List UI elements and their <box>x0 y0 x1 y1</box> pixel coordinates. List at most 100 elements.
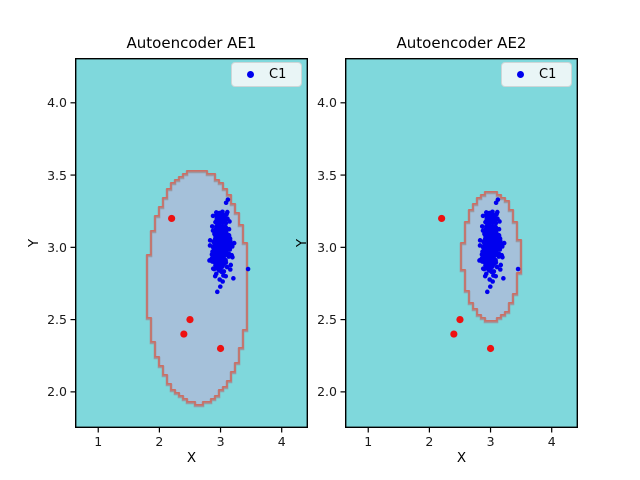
data-point-c1 <box>493 257 498 263</box>
data-point-c1 <box>222 217 228 223</box>
data-point-c1 <box>213 245 219 251</box>
data-point-c1 <box>494 264 500 270</box>
data-point-c1 <box>483 220 489 225</box>
data-point-c1 <box>482 241 488 246</box>
x-tick-label: 1 <box>94 434 103 449</box>
data-point-c1 <box>483 210 489 215</box>
data-point-c1 <box>212 241 218 246</box>
data-point-c1 <box>207 238 213 243</box>
data-point-c1 <box>209 224 215 229</box>
data-point-c1 <box>218 266 224 271</box>
data-point-outlier <box>456 316 464 324</box>
data-point-c1 <box>213 271 219 277</box>
data-point-c1 <box>213 251 219 257</box>
data-point-c1 <box>213 220 219 225</box>
x-tick-label: 3 <box>486 434 495 449</box>
data-point-outlier <box>180 330 188 338</box>
data-point-c1 <box>489 261 495 267</box>
data-point-c1 <box>498 267 503 272</box>
data-point-c1 <box>477 238 483 243</box>
data-point-c1 <box>483 251 489 257</box>
data-point-c1 <box>490 252 496 258</box>
data-point-c1 <box>480 228 486 233</box>
data-point-c1 <box>483 271 489 277</box>
data-point-c1 <box>487 246 493 251</box>
y-tick-label: 2.0 <box>47 384 67 400</box>
x-tick-label: 3 <box>216 434 225 449</box>
legend: C1 <box>501 62 572 87</box>
data-point-c1 <box>501 276 506 281</box>
x-tick-label: 1 <box>364 434 373 449</box>
data-point-c1 <box>224 264 230 270</box>
data-point-c1 <box>210 228 216 233</box>
data-point-c1 <box>493 273 499 279</box>
data-point-c1 <box>487 277 492 282</box>
data-point-c1 <box>492 244 498 250</box>
data-point-c1 <box>221 269 227 274</box>
data-point-outlier <box>216 344 225 353</box>
legend-label: C1 <box>269 67 287 82</box>
y-tick-label: 4.0 <box>47 95 67 111</box>
y-tick-label: 2.5 <box>317 312 337 328</box>
x-tick-label: 2 <box>425 434 434 449</box>
data-point-c1 <box>492 217 498 223</box>
data-point-c1 <box>495 197 501 202</box>
data-point-c1 <box>490 232 496 238</box>
data-point-c1 <box>215 258 221 264</box>
data-point-c1 <box>490 209 495 215</box>
legend-marker-icon <box>517 71 524 78</box>
data-point-c1 <box>217 216 222 221</box>
data-point-c1 <box>217 246 223 251</box>
data-point-outlier <box>186 316 194 324</box>
data-point-c1 <box>491 269 497 274</box>
decision-boundary-line <box>460 190 522 322</box>
data-point-c1 <box>217 277 222 282</box>
data-point-c1 <box>228 262 234 268</box>
data-point-c1 <box>499 252 504 258</box>
data-point-outlier <box>450 330 458 338</box>
data-point-c1 <box>488 266 494 271</box>
data-point-outlier <box>438 214 446 223</box>
data-point-c1 <box>222 244 228 250</box>
legend-marker-icon <box>247 71 254 78</box>
x-axis-label: X <box>456 450 467 466</box>
x-tick-label: 4 <box>547 434 556 449</box>
x-tick-label: 4 <box>277 434 286 449</box>
data-point-c1 <box>489 241 495 247</box>
y-axis-label: Y <box>26 238 42 248</box>
data-point-c1 <box>479 224 485 229</box>
data-point-c1 <box>227 238 233 244</box>
data-point-c1 <box>219 241 225 247</box>
data-point-c1 <box>494 211 499 217</box>
plot-title: Autoencoder AE2 <box>396 34 527 52</box>
data-point-c1 <box>215 237 221 242</box>
data-point-c1 <box>217 223 222 228</box>
x-tick-label: 2 <box>155 434 164 449</box>
data-point-outlier <box>168 214 176 223</box>
y-tick-label: 3.0 <box>317 239 337 255</box>
data-point-c1 <box>224 211 229 217</box>
data-point-c1 <box>515 266 521 272</box>
y-tick-label: 3.5 <box>317 167 337 183</box>
y-tick-label: 3.0 <box>47 239 67 255</box>
y-tick-label: 4.0 <box>317 95 337 111</box>
plot-title: Autoencoder AE1 <box>126 34 257 52</box>
y-tick-label: 2.5 <box>47 312 67 328</box>
data-point-c1 <box>229 252 234 258</box>
decision-boundary-line <box>146 169 248 406</box>
data-point-c1 <box>223 273 229 279</box>
data-point-outlier <box>486 344 495 353</box>
data-point-c1 <box>225 197 231 202</box>
data-point-c1 <box>498 262 504 268</box>
data-point-c1 <box>493 224 499 230</box>
data-point-c1 <box>219 261 225 267</box>
y-tick-label: 3.5 <box>47 167 67 183</box>
data-point-c1 <box>484 289 490 295</box>
y-tick-label: 2.0 <box>317 384 337 400</box>
data-point-c1 <box>228 267 233 272</box>
axes-spines <box>74 57 309 429</box>
data-point-c1 <box>213 210 219 215</box>
